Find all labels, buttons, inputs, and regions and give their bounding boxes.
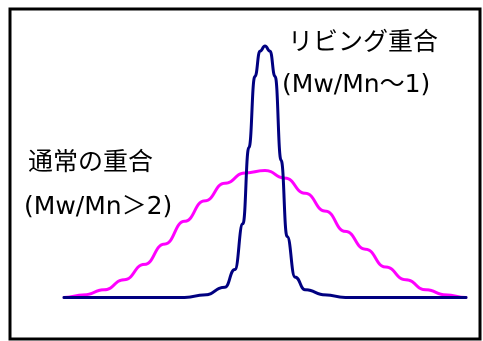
living-distribution-curve (62, 44, 468, 300)
living-dispersity-label: (Mw/Mn～1) (282, 69, 430, 98)
frame-border (8, 7, 482, 341)
conventional-distribution-curve (62, 169, 468, 299)
curves-group (62, 44, 468, 300)
conventional-dispersity-label: (Mw/Mn＞2) (24, 191, 172, 220)
conventional-polymerization-label: 通常の重合 (28, 147, 153, 176)
living-polymerization-label: リビング重合 (288, 27, 438, 56)
